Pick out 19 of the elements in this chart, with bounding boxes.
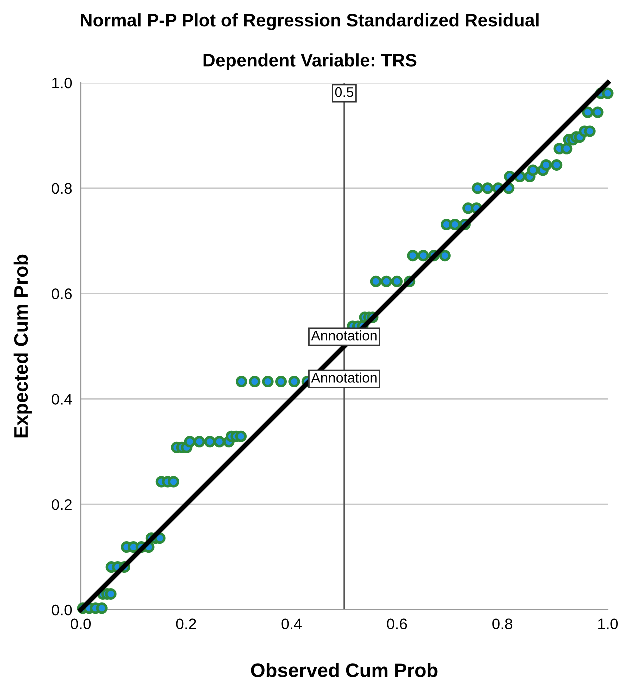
ref-line-label: 0.5 (335, 87, 354, 98)
chart-subtitle: Dependent Variable: TRS (204, 54, 417, 70)
y-tick-label: 0.6 (52, 288, 72, 300)
x-tick-label: 1.0 (598, 618, 618, 630)
y-tick-label: 0.8 (52, 183, 72, 194)
y-tick-label: 0.4 (52, 394, 72, 405)
y-tick-label: 1.0 (52, 78, 72, 89)
y-tick-label: 0.2 (52, 499, 72, 510)
x-tick-label: 0.6 (387, 618, 408, 630)
y-tick-label: 0.0 (52, 604, 72, 616)
x-tick-label: 0.8 (492, 618, 513, 630)
x-tick-label: 0.0 (70, 618, 92, 630)
x-axis-title: Observed Cum Prob (251, 663, 438, 678)
x-tick-label: 0.4 (282, 618, 302, 630)
annotation: Annotation (311, 330, 377, 341)
x-tick-label: 0.2 (176, 618, 196, 630)
chart-title: Normal P-P Plot of Regression Standardized Residual (81, 14, 539, 30)
y-axis-title: Expected Cum Prob (14, 254, 32, 438)
annotation: Annotation (311, 372, 377, 383)
